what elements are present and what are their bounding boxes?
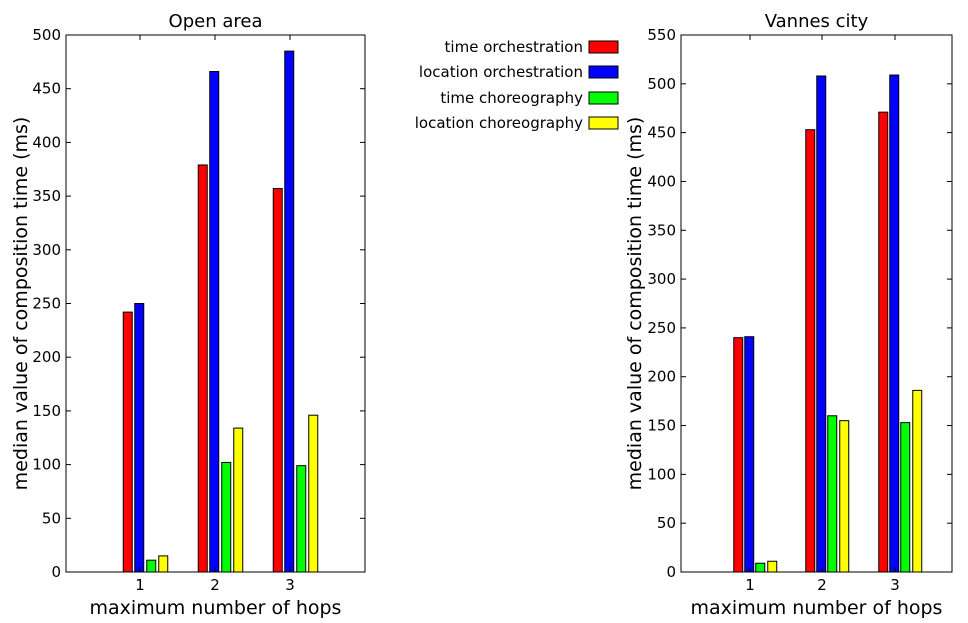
y-tick-label: 150 xyxy=(647,417,676,435)
legend-label: location choreography xyxy=(415,114,583,132)
bar xyxy=(158,555,169,573)
bar xyxy=(755,562,766,573)
legend-label: time choreography xyxy=(440,89,583,107)
bar xyxy=(233,427,244,573)
bar xyxy=(284,50,295,573)
bar xyxy=(912,389,923,573)
bar xyxy=(744,336,755,573)
legend: time orchestration location orchestration… xyxy=(415,38,619,132)
y-tick-label: 400 xyxy=(647,172,676,190)
legend-swatch xyxy=(588,65,619,79)
y-tick-label: 0 xyxy=(666,563,676,581)
y-tick-label: 100 xyxy=(647,465,676,483)
legend-label: location orchestration xyxy=(419,63,583,81)
bar xyxy=(816,75,827,573)
x-axis-label: maximum number of hops xyxy=(90,597,342,619)
x-tick-label: 1 xyxy=(135,576,145,594)
y-tick-label: 300 xyxy=(647,270,676,288)
bar xyxy=(900,422,911,573)
chart-title: Open area xyxy=(169,11,263,32)
x-tick-label: 2 xyxy=(210,576,220,594)
y-tick-label: 500 xyxy=(647,75,676,93)
y-tick-label: 350 xyxy=(647,221,676,239)
y-tick-label: 300 xyxy=(32,241,61,259)
chart-panel-2: 0 50 100 150 200 250 300 350 400 450 500 550 1 2 3 Vann… xyxy=(624,11,953,619)
bar xyxy=(805,129,816,573)
x-tick-label: 1 xyxy=(745,576,755,594)
legend-label: time orchestration xyxy=(445,38,583,56)
y-tick-label: 450 xyxy=(32,80,61,98)
legend-swatch xyxy=(588,91,619,105)
plot-frame xyxy=(680,34,953,573)
y-tick-label: 400 xyxy=(32,133,61,151)
chart-panel-1: 0 50 100 150 200 250 300 350 400 450 500 1 2 3 Open ar… xyxy=(10,11,366,619)
bar xyxy=(209,71,220,573)
bar xyxy=(134,303,145,573)
y-tick-label: 250 xyxy=(32,295,61,313)
y-axis-label: median value of composition time (ms) xyxy=(10,117,32,491)
bar xyxy=(122,311,133,573)
y-tick-label: 150 xyxy=(32,402,61,420)
legend-swatch xyxy=(588,40,619,54)
y-tick-label: 50 xyxy=(42,509,61,527)
bar xyxy=(827,415,838,573)
y-tick-label: 350 xyxy=(32,187,61,205)
x-tick-label: 3 xyxy=(890,576,900,594)
y-tick-label: 0 xyxy=(51,563,61,581)
x-axis-label: maximum number of hops xyxy=(691,597,943,619)
y-tick-label: 100 xyxy=(32,456,61,474)
bar xyxy=(197,164,208,573)
bar xyxy=(272,188,283,573)
x-tick-label: 3 xyxy=(285,576,295,594)
bar xyxy=(889,74,900,573)
y-tick-label: 450 xyxy=(647,124,676,142)
bar xyxy=(296,465,307,573)
y-tick-label: 550 xyxy=(647,26,676,44)
bar xyxy=(733,337,744,573)
y-tick-label: 500 xyxy=(32,26,61,44)
bar xyxy=(146,559,157,573)
x-tick-label: 2 xyxy=(817,576,827,594)
bar xyxy=(221,461,232,573)
bar xyxy=(878,111,889,573)
y-tick-label: 200 xyxy=(647,368,676,386)
y-tick-label: 250 xyxy=(647,319,676,337)
y-axis-label: median value of composition time (ms) xyxy=(624,117,646,491)
chart-title: Vannes city xyxy=(765,11,869,32)
y-tick-label: 200 xyxy=(32,348,61,366)
bar xyxy=(767,560,778,573)
bar xyxy=(308,414,319,573)
y-tick-label: 50 xyxy=(657,514,676,532)
bar xyxy=(839,420,850,573)
legend-swatch xyxy=(588,116,619,130)
